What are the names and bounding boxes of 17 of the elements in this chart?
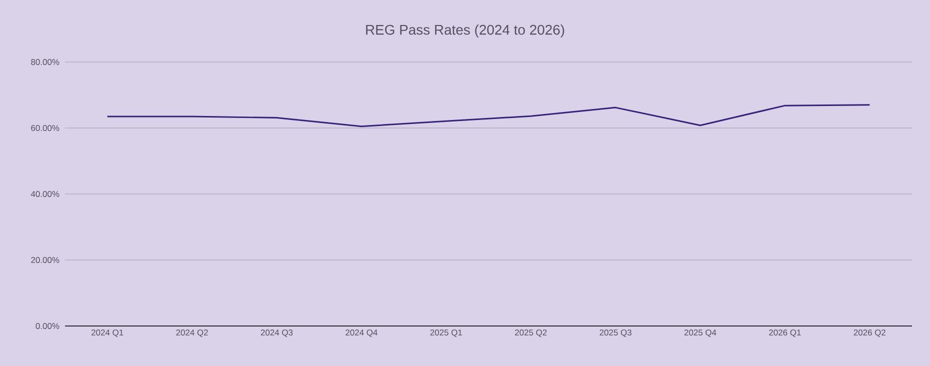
y-tick-label: 0.00%	[36, 323, 60, 329]
x-tick-label: 2025 Q3	[600, 330, 632, 338]
line-series	[106, 104, 870, 128]
y-tick-label: 80.00%	[31, 59, 60, 65]
x-tick-label: 2024 Q3	[260, 330, 293, 338]
y-tick-label: 40.00%	[30, 191, 60, 197]
x-tick-label: 2024 Q4	[346, 330, 378, 338]
x-tick-label: 2025 Q2	[515, 330, 547, 338]
x-tick-label: 2026 Q2	[854, 330, 886, 338]
x-tick-label: 2026 Q1	[769, 330, 801, 338]
chart-title: REG Pass Rates (2024 to 2026)	[366, 24, 564, 38]
x-tick-label: 2024 Q2	[176, 330, 208, 338]
y-tick-label: 20.00%	[31, 257, 60, 263]
x-tick-label: 2025 Q4	[684, 330, 716, 338]
y-tick-label: 60.00%	[31, 125, 60, 131]
x-tick-label: 2024 Q1	[92, 330, 124, 338]
x-tick-label: 2025 Q1	[430, 330, 462, 338]
